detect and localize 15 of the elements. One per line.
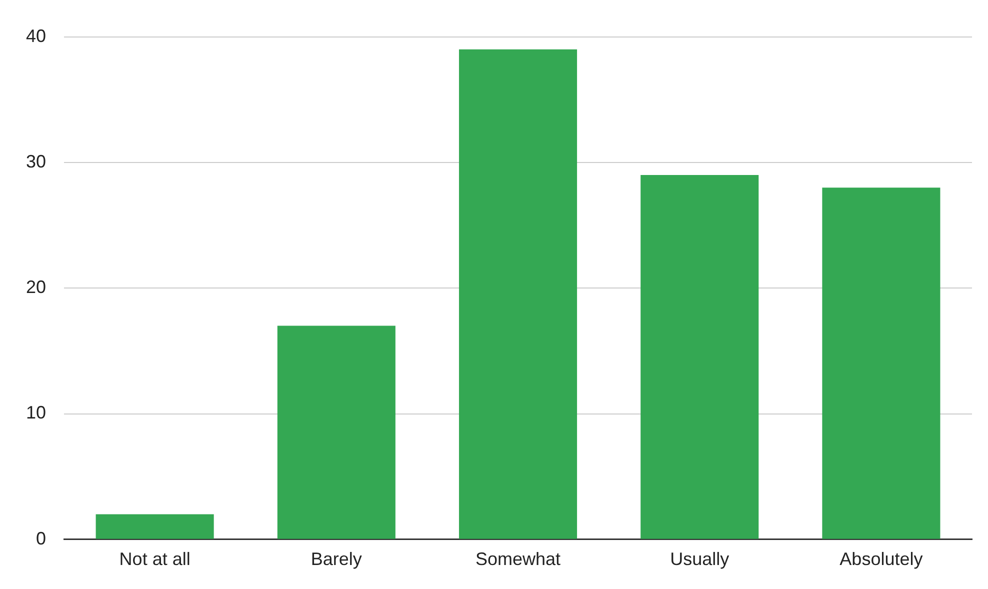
bar bbox=[458, 49, 578, 539]
x-tick-label: Not at all bbox=[119, 549, 190, 570]
y-tick-label: 10 bbox=[26, 402, 46, 423]
x-tick-label: Absolutely bbox=[840, 549, 923, 570]
bar bbox=[96, 514, 214, 539]
y-tick-label: 40 bbox=[26, 26, 46, 46]
x-tick-label: Barely bbox=[310, 549, 362, 570]
bar bbox=[640, 175, 759, 539]
x-tick-label: Somewhat bbox=[475, 549, 561, 570]
x-tick-label: Usually bbox=[670, 549, 730, 570]
y-tick-label: 20 bbox=[26, 277, 46, 298]
bar bbox=[277, 326, 396, 539]
y-tick-label: 30 bbox=[26, 151, 46, 172]
y-tick-label: 0 bbox=[36, 528, 46, 548]
bar bbox=[822, 188, 940, 539]
